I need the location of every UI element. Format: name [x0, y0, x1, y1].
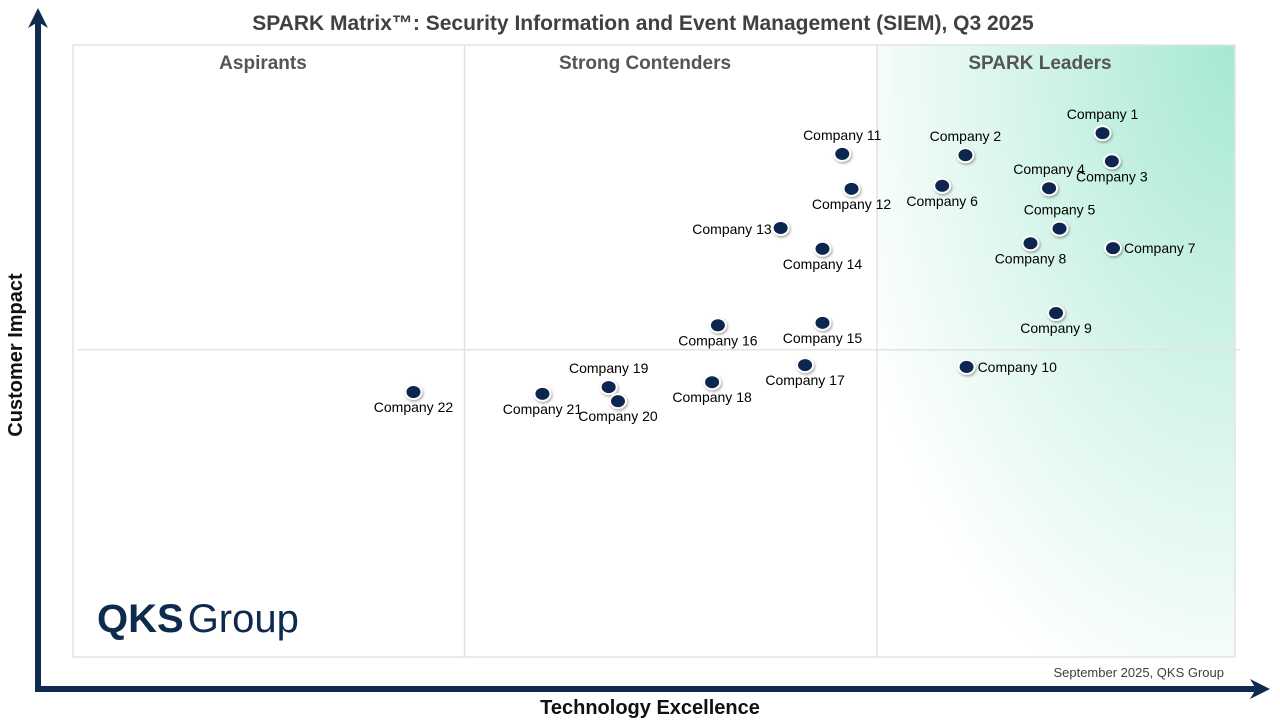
company-label: Company 15	[783, 330, 863, 346]
company-point[interactable]	[771, 219, 790, 236]
company-label: Company 4	[1013, 161, 1085, 177]
company-label: Company 5	[1024, 202, 1096, 218]
region-label-aspirants: Aspirants	[219, 53, 307, 74]
company-point[interactable]	[708, 317, 727, 334]
company-point[interactable]	[1103, 240, 1122, 257]
company-label: Company 10	[978, 359, 1058, 375]
company-point-group: Company 8	[995, 235, 1067, 266]
footnote: September 2025, QKS Group	[1053, 665, 1224, 680]
company-point-group: Company 13	[692, 219, 790, 237]
company-label: Company 9	[1020, 320, 1092, 336]
company-label: Company 8	[995, 250, 1067, 266]
company-point[interactable]	[813, 314, 832, 331]
company-label: Company 2	[930, 128, 1002, 144]
company-point[interactable]	[813, 240, 832, 257]
company-label: Company 18	[672, 389, 752, 405]
company-point[interactable]	[1093, 125, 1112, 142]
y-axis-label: Customer Impact	[5, 273, 27, 437]
company-point[interactable]	[404, 384, 423, 401]
company-label: Company 16	[678, 332, 758, 348]
company-point[interactable]	[599, 379, 618, 396]
company-point[interactable]	[796, 357, 815, 374]
x-axis-label: Technology Excellence	[540, 697, 760, 719]
company-label: Company 12	[812, 196, 892, 212]
company-point-group: Company 16	[678, 317, 758, 348]
company-point-group: Company 15	[783, 314, 863, 346]
company-point[interactable]	[1040, 180, 1059, 197]
company-point[interactable]	[1021, 235, 1040, 252]
y-axis-arrow	[28, 8, 48, 692]
company-point[interactable]	[703, 374, 722, 391]
company-label: Company 21	[503, 401, 583, 417]
company-point-group: Company 14	[783, 240, 863, 272]
company-point[interactable]	[933, 177, 952, 194]
company-point[interactable]	[608, 393, 627, 410]
company-point[interactable]	[1050, 220, 1069, 237]
company-point-group: Company 5	[1024, 202, 1096, 237]
region-label-spark-leaders: SPARK Leaders	[968, 53, 1111, 74]
company-point[interactable]	[957, 358, 976, 375]
company-point-group: Company 17	[765, 357, 845, 388]
company-label: Company 19	[569, 360, 649, 376]
company-point[interactable]	[842, 180, 861, 197]
plot-frame	[72, 44, 1236, 658]
company-point[interactable]	[1102, 153, 1121, 170]
company-point-group: Company 2	[930, 128, 1002, 164]
company-point-group: Company 6	[906, 177, 978, 209]
company-label: Company 14	[783, 256, 863, 272]
company-point-group: Company 19	[569, 360, 649, 396]
leaders-region	[877, 45, 1235, 657]
company-label: Company 22	[374, 399, 454, 415]
company-point-group: Company 10	[957, 358, 1058, 375]
company-point[interactable]	[533, 385, 552, 402]
company-label: Company 3	[1076, 168, 1148, 184]
company-point-group: Company 4	[1013, 161, 1085, 197]
company-label: Company 17	[765, 372, 845, 388]
company-label: Company 1	[1067, 106, 1139, 122]
company-point-group: Company 21	[503, 385, 583, 417]
qks-logo: QKS Group	[97, 597, 299, 641]
company-point-group: Company 11	[803, 127, 882, 162]
company-label: Company 6	[906, 193, 978, 209]
company-label: Company 20	[578, 408, 658, 424]
company-point-group: Company 3	[1076, 153, 1148, 184]
company-point-group: Company 7	[1103, 240, 1196, 257]
company-point-group: Company 22	[374, 384, 454, 415]
x-axis-arrow	[35, 679, 1270, 699]
company-point[interactable]	[956, 147, 975, 164]
region-label-strong-contenders: Strong Contenders	[559, 53, 731, 74]
company-point[interactable]	[833, 145, 852, 162]
company-label: Company 13	[692, 221, 772, 237]
company-point[interactable]	[1047, 305, 1066, 322]
company-point-group: Company 12	[812, 180, 892, 212]
company-point-group: Company 9	[1020, 305, 1092, 336]
company-point-group: Company 20	[578, 393, 658, 424]
company-label: Company 7	[1124, 240, 1196, 256]
company-point-group: Company 18	[672, 374, 752, 405]
chart-title: SPARK Matrix™: Security Information and …	[252, 12, 1034, 35]
company-label: Company 11	[803, 127, 882, 143]
company-point-group: Company 1	[1067, 106, 1139, 142]
